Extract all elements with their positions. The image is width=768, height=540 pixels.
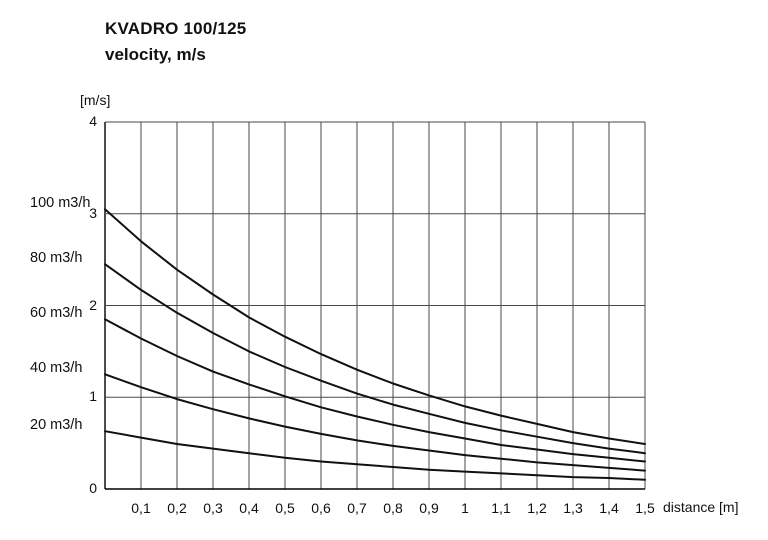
- flow-rate-label: 20 m3/h: [30, 417, 83, 434]
- x-tick-label: 1: [461, 500, 469, 516]
- x-tick-label: 0,3: [203, 500, 223, 516]
- y-tick-label: 2: [89, 296, 97, 313]
- x-tick-label: 1,3: [563, 500, 583, 516]
- flow-rate-label: 80 m3/h: [30, 250, 83, 267]
- x-tick-label: 0,9: [419, 500, 439, 516]
- curve-803-m3h: [104, 263, 646, 455]
- x-tick-label: 0,7: [347, 500, 367, 516]
- x-tick-label: 1,1: [491, 500, 511, 516]
- x-tick-label: 0,4: [239, 500, 259, 516]
- y-tick-label: 1: [89, 388, 97, 405]
- chart-subtitle: velocity, m/s: [105, 45, 206, 64]
- y-tick-label: 4: [89, 113, 97, 129]
- x-tick-label: 0,1: [131, 500, 151, 516]
- x-tick-label: 0,8: [383, 500, 403, 516]
- chart-title: KVADRO 100/125: [105, 19, 247, 38]
- x-tick-label: 1,4: [599, 500, 619, 516]
- chart-header: KVADRO 100/125 velocity, m/s: [105, 16, 246, 68]
- flow-rate-label: 40 m3/h: [30, 360, 83, 377]
- x-tick-label: 0,6: [311, 500, 331, 516]
- x-tick-label: 1,2: [527, 500, 547, 516]
- y-axis-unit-label: [m/s]: [80, 92, 111, 108]
- flow-rate-label: 100 m3/h: [30, 195, 91, 212]
- x-tick-label: 0,5: [275, 500, 295, 516]
- curve-203-m3h: [104, 430, 646, 481]
- y-tick-label: 3: [89, 204, 97, 221]
- x-axis-label: distance [m]: [663, 499, 739, 515]
- curve-403-m3h: [104, 373, 646, 472]
- flow-rate-label: 60 m3/h: [30, 305, 83, 322]
- curve-1003-m3h: [104, 208, 646, 445]
- y-tick-label: 0: [89, 480, 97, 496]
- curve-603-m3h: [104, 318, 646, 463]
- x-tick-label: 1,5: [635, 500, 655, 516]
- x-tick-label: 0,2: [167, 500, 187, 516]
